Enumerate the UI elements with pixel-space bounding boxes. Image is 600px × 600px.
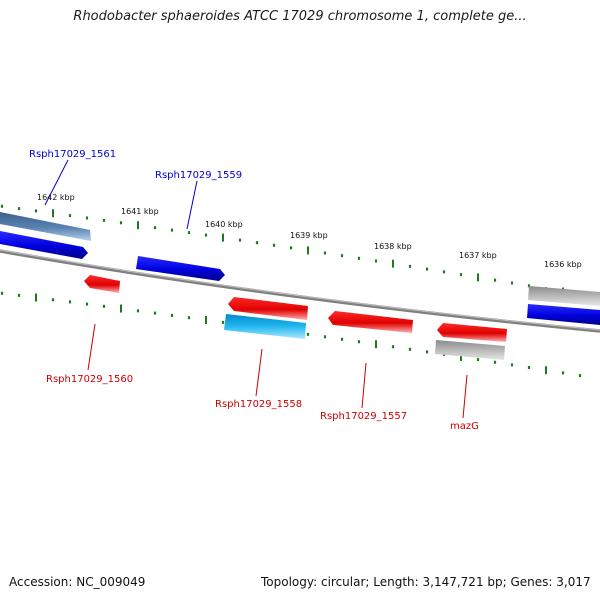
- gene-bar-right-gray[interactable]: [528, 286, 600, 306]
- scale-label: 1641 kbp: [121, 207, 159, 216]
- scale-label: 1639 kbp: [290, 231, 328, 240]
- gene-bar-mazg-gray[interactable]: [435, 340, 505, 360]
- leader-line-rsph17029-1560: [87, 323, 96, 371]
- scale-label: 1636 kbp: [544, 260, 582, 269]
- gene-bar-rsph17029-1557[interactable]: [328, 311, 413, 333]
- genome-backbone-highlight: [0, 249, 600, 331]
- gene-bar-rsph17029-1561-rna[interactable]: [0, 212, 91, 241]
- scale-label: 1638 kbp: [374, 242, 412, 251]
- gene-label-rsph17029-1560[interactable]: Rsph17029_1560: [46, 374, 133, 385]
- gene-label-rsph17029-1557[interactable]: Rsph17029_1557: [320, 411, 407, 422]
- leader-line-rsph17029-1558: [255, 348, 263, 397]
- gene-bar-mazg[interactable]: [437, 323, 507, 342]
- gene-bar-rsph17029-1561[interactable]: [0, 231, 88, 259]
- gene-bar-rsph17029-1558-cds[interactable]: [224, 314, 306, 339]
- gene-bar-rsph17029-1560[interactable]: [84, 275, 120, 293]
- leader-line-rsph17029-1557: [361, 362, 367, 409]
- accession-text: Accession: NC_009049: [9, 575, 146, 589]
- gene-label-rsph17029-1558[interactable]: Rsph17029_1558: [215, 399, 302, 410]
- gene-bar-rsph17029-1558[interactable]: [228, 297, 308, 320]
- gene-label-mazg[interactable]: mazG: [450, 421, 479, 432]
- leader-line-rsph17029-1561: [44, 159, 69, 206]
- map-title: Rhodobacter sphaeroides ATCC 17029 chrom…: [73, 9, 527, 24]
- genome-backbone: [0, 249, 600, 333]
- scale-label: 1640 kbp: [205, 220, 243, 229]
- scale-label: 1642 kbp: [37, 193, 75, 202]
- topology-text: Topology: circular; Length: 3,147,721 bp…: [261, 575, 591, 589]
- gene-label-rsph17029-1561[interactable]: Rsph17029_1561: [29, 149, 116, 160]
- scale-labels: 1642 kbp 1641 kbp 1640 kbp 1639 kbp 1638 kbp…: [37, 193, 582, 269]
- leader-line-mazg: [462, 374, 468, 419]
- gene-bar-right-blue[interactable]: [527, 304, 600, 325]
- leader-line-rsph17029-1559: [186, 180, 198, 230]
- scale-label: 1637 kbp: [459, 251, 497, 260]
- gene-label-rsph17029-1559[interactable]: Rsph17029_1559: [155, 170, 242, 181]
- gene-bar-rsph17029-1559[interactable]: [136, 256, 225, 281]
